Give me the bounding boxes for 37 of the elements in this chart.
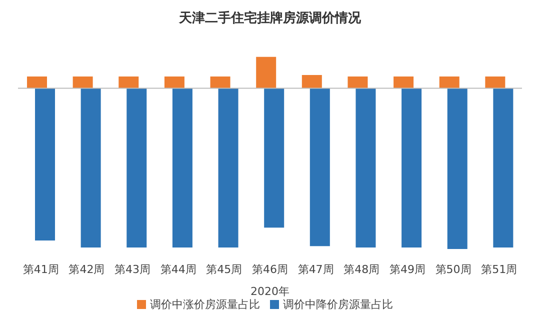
x-tick-label: 第46周: [252, 262, 288, 276]
bar: [402, 88, 422, 248]
bar: [493, 88, 514, 248]
bar: [72, 76, 93, 88]
x-tick-label: 第51周: [481, 262, 518, 276]
bar: [27, 76, 47, 88]
bar: [310, 88, 330, 246]
bar: [439, 76, 460, 88]
bar: [126, 88, 147, 248]
bar: [485, 76, 506, 88]
x-tick-label: 第44周: [160, 262, 196, 276]
x-tick-label: 第47周: [298, 262, 334, 276]
x-tick-label: 第50周: [435, 262, 472, 276]
x-tick-label: 第45周: [206, 262, 242, 276]
chart-title: 天津二手住宅挂牌房源调价情况: [178, 10, 362, 28]
bar: [447, 88, 468, 249]
legend-label: 调价中涨价房源量占比: [150, 298, 260, 311]
x-tick-label: 第48周: [344, 262, 380, 276]
legend-label: 调价中降价房源量占比: [283, 298, 393, 311]
bar: [356, 88, 376, 248]
bar: [118, 76, 139, 88]
bar: [264, 88, 284, 228]
x-tick-label: 第43周: [114, 262, 151, 276]
bar: [302, 75, 322, 88]
bar: [80, 88, 101, 248]
bar: [172, 88, 192, 248]
bar: [394, 76, 414, 88]
bar: [210, 76, 230, 88]
bar: [164, 76, 184, 88]
bar: [218, 88, 238, 248]
bar: [35, 88, 55, 240]
x-axis-title: 2020年: [250, 285, 290, 298]
x-tick-label: 第41周: [22, 262, 59, 276]
bar: [348, 76, 368, 88]
x-tick-label: 第49周: [389, 262, 426, 276]
x-tick-label: 第42周: [68, 262, 105, 276]
bar: [256, 56, 276, 88]
